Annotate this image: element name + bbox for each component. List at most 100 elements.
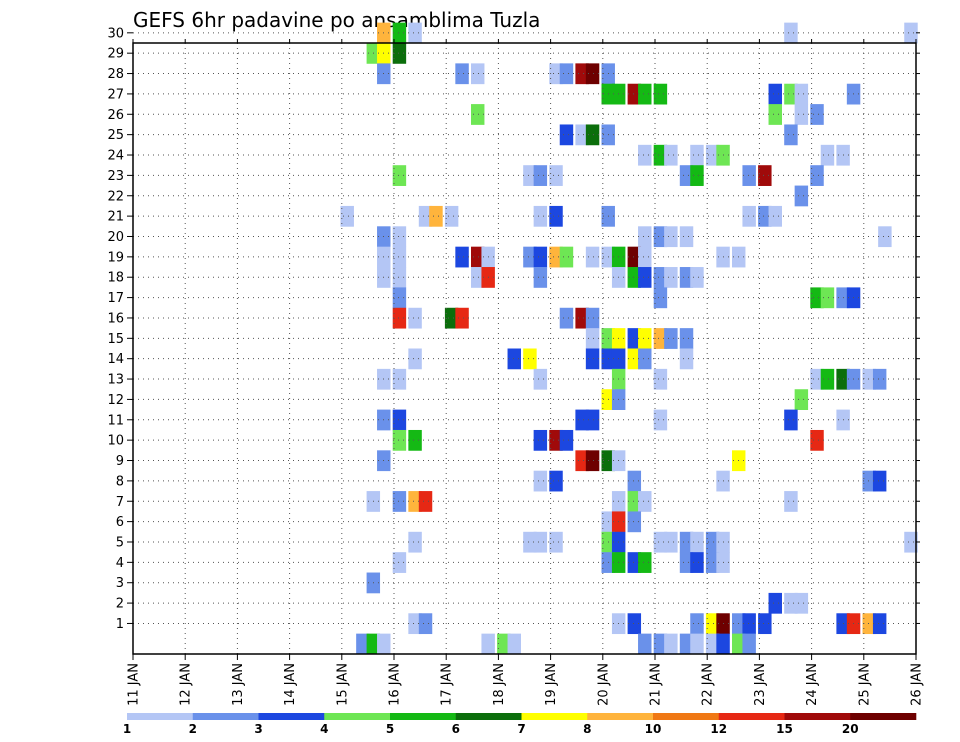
heatmap-cell [523, 165, 537, 186]
y-tick-label: 9 [116, 454, 124, 469]
heatmap-cell [690, 144, 704, 166]
heatmap-cell [638, 491, 652, 512]
heatmap-cell [627, 511, 642, 533]
heatmap-cell [627, 267, 642, 288]
heatmap-cell [653, 144, 668, 166]
heatmap-cell [679, 226, 694, 248]
heatmap-cell [664, 531, 678, 553]
x-tick-label: 13 JAN [231, 663, 246, 706]
heatmap-cell [690, 552, 704, 573]
heatmap-cell [392, 226, 407, 248]
heatmap-cell [690, 165, 704, 186]
y-tick-label: 19 [107, 250, 124, 265]
heatmap-cell [768, 592, 782, 614]
heatmap-cell [549, 63, 563, 85]
heatmap-cell [408, 307, 422, 329]
colorbar-label: 7 [517, 722, 525, 736]
colorbar-label: 12 [710, 722, 727, 736]
heatmap-cell [392, 165, 407, 186]
heatmap-cell [768, 205, 782, 227]
heatmap-cell [533, 205, 548, 227]
heatmap-cell [638, 552, 652, 573]
y-tick-label: 28 [107, 67, 124, 82]
heatmap-cell [533, 165, 548, 186]
x-tick-label: 25 JAN [857, 663, 872, 706]
heatmap-cell [820, 287, 835, 309]
heatmap-cell [429, 205, 443, 227]
heatmap-cell [820, 144, 835, 166]
heatmap-cell [784, 409, 798, 431]
x-tick-label: 15 JAN [335, 663, 350, 706]
heatmap-cell [455, 63, 469, 85]
heatmap-cell [742, 633, 756, 655]
y-tick-label: 17 [107, 291, 124, 306]
heatmap-cell [471, 104, 485, 125]
heatmap-cell [627, 348, 642, 370]
heatmap-cell [455, 246, 469, 268]
colorbar-label: 15 [776, 722, 793, 736]
heatmap-cell [507, 348, 521, 370]
y-tick-label: 29 [107, 47, 124, 62]
heatmap-cell [679, 633, 694, 655]
heatmap-cell [758, 205, 772, 227]
heatmap-cell [784, 83, 798, 105]
heatmap-cell [392, 246, 407, 268]
heatmap-cell [690, 613, 704, 635]
heatmap-cell [904, 531, 918, 553]
heatmap-cell [862, 613, 876, 635]
heatmap-cell [664, 633, 678, 655]
heatmap-cell [575, 124, 589, 146]
heatmap-cell [638, 246, 652, 268]
x-tick-label: 24 JAN [805, 663, 820, 706]
x-tick-label: 19 JAN [544, 663, 559, 706]
heatmap-cell [742, 205, 756, 227]
heatmap-cell [418, 613, 433, 635]
heatmap-cell [810, 165, 824, 186]
heatmap-cell [653, 633, 668, 655]
heatmap-cell [559, 124, 574, 146]
y-tick-label: 10 [107, 434, 124, 449]
heatmap-cell [585, 307, 600, 329]
heatmap-cell [810, 104, 824, 125]
heatmap-cell [585, 124, 600, 146]
heatmap-cell [664, 144, 678, 166]
heatmap-cell [742, 613, 756, 635]
colorbar-swatch [192, 713, 259, 720]
y-tick-label: 11 [107, 413, 124, 428]
x-tick-label: 11 JAN [127, 663, 142, 706]
heatmap-cell [585, 63, 600, 85]
y-tick-label: 14 [107, 352, 124, 367]
heatmap-cell [408, 22, 422, 44]
heatmap-cell [523, 348, 537, 370]
heatmap-cell [794, 104, 809, 125]
heatmap-cell [627, 470, 642, 492]
heatmap-cell [549, 531, 563, 553]
colorbar-label: 3 [254, 722, 262, 736]
heatmap-cell [585, 328, 600, 349]
heatmap-cell [549, 429, 563, 451]
heatmap-cell [455, 307, 469, 329]
x-tick-label: 26 JAN [910, 663, 925, 706]
heatmap-cell [549, 165, 563, 186]
heatmap-cell [533, 368, 548, 390]
y-tick-label: 16 [107, 311, 124, 326]
x-axis: 11 JAN 12 JAN 13 JAN 14 JAN 15 JAN 16 JAN 17 J… [127, 39, 925, 706]
heatmap-cell [638, 267, 652, 288]
heatmap-cell [716, 633, 730, 655]
heatmap-cell [444, 205, 459, 227]
heatmap-cell [784, 124, 798, 146]
heatmap-cell [575, 307, 589, 329]
y-tick-label: 5 [116, 535, 124, 550]
heatmap-cell [418, 205, 433, 227]
heatmap-cell [392, 429, 407, 451]
y-tick-label: 12 [107, 393, 124, 408]
y-tick-label: 1 [116, 617, 124, 632]
heatmap-cell [408, 613, 422, 635]
colorbar-swatch [653, 713, 720, 720]
y-tick-label: 23 [107, 169, 124, 184]
heatmap-cell [575, 409, 589, 431]
heatmap-cell [533, 246, 548, 268]
colorbar-label: 8 [583, 722, 591, 736]
x-tick-label: 12 JAN [179, 663, 194, 706]
heatmap-cell [392, 267, 407, 288]
